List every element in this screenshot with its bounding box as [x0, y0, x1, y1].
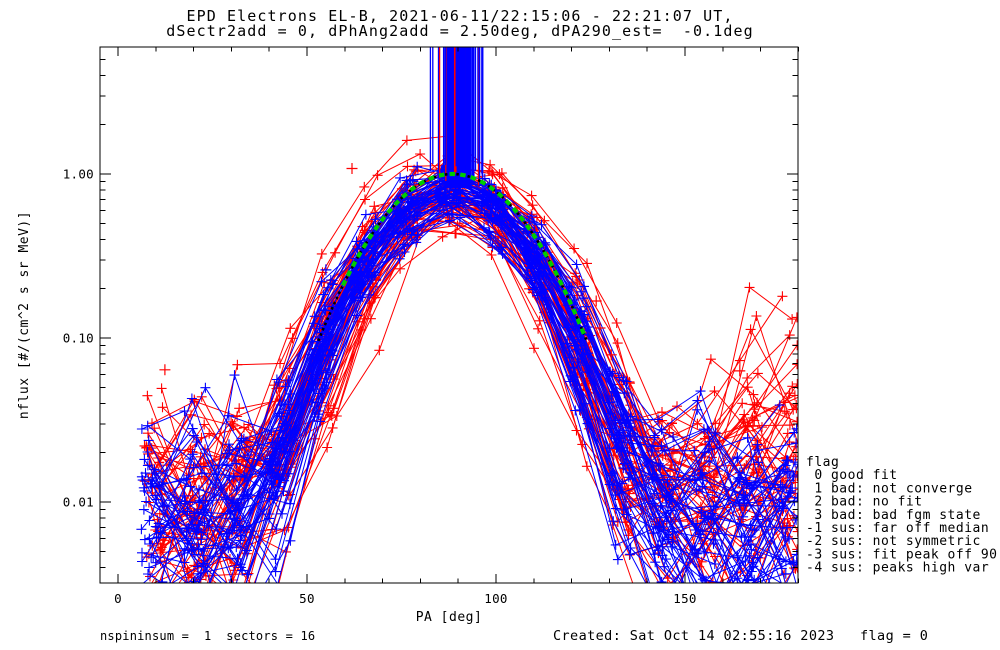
svg-text:0.01: 0.01 [63, 495, 94, 510]
x-axis-label: PA [deg] [416, 610, 483, 625]
legend-title: flag [806, 455, 839, 470]
flag-legend: flag 0 good fit 1 bad: not converge 2 ba… [806, 455, 998, 576]
fit-curve-green-dashed [341, 171, 587, 338]
legend-item: -2 sus: not symmetric [806, 534, 981, 549]
legend-item: 0 good fit [806, 468, 898, 483]
footer-created-info: Created: Sat Oct 14 02:55:16 2023 flag =… [553, 628, 928, 644]
footer-spin-sector-info: nspininsum = 1 sectors = 16 [100, 629, 315, 643]
outlier-markers [159, 163, 759, 432]
spin-traces-blue [136, 161, 798, 583]
axis-tick-labels: 0 50 100 150 1.00 0.10 0.01 [63, 167, 697, 607]
svg-text:50: 50 [299, 591, 315, 606]
plot-frame [99, 46, 799, 584]
svg-text:0.10: 0.10 [63, 331, 94, 346]
legend-item: -4 sus: peaks high var [806, 561, 989, 576]
legend-item: 3 bad: bad fgm state [806, 508, 981, 523]
y-axis-label: nflux [#/(cm^2 s sr MeV)] [17, 211, 32, 419]
plot-title-line1: EPD Electrons EL-B, 2021-06-11/22:15:06 … [186, 7, 733, 25]
plot-title-line2: dSectr2add = 0, dPhAng2add = 2.50deg, dP… [166, 22, 754, 40]
legend-item: -3 sus: fit peak off 90 [806, 547, 998, 562]
svg-text:150: 150 [673, 591, 696, 606]
legend-item: -1 sus: far off median [806, 521, 989, 536]
spike-column [429, 47, 484, 189]
legend-item: 2 bad: no fit [806, 495, 923, 510]
svg-text:100: 100 [484, 591, 507, 606]
legend-item: 1 bad: not converge [806, 481, 973, 496]
svg-text:1.00: 1.00 [63, 167, 94, 182]
axis-ticks [100, 47, 799, 583]
svg-text:0: 0 [114, 591, 122, 606]
